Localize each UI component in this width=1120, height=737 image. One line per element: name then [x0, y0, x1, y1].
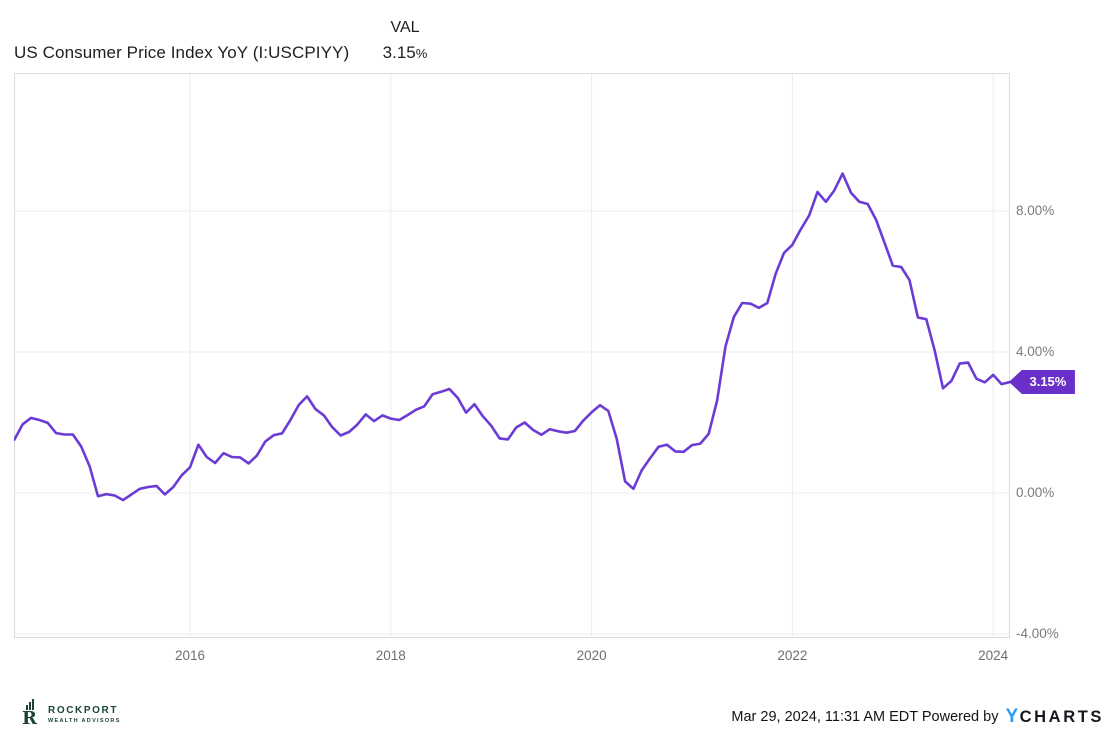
- rockport-r-bars-icon: R: [18, 697, 42, 732]
- x-axis-label: 2020: [576, 648, 607, 663]
- x-axis-label: 2024: [978, 648, 1009, 663]
- val-column: VAL 3.15%: [345, 19, 465, 63]
- rockport-name: ROCKPORT: [48, 705, 119, 716]
- ycharts-logo[interactable]: Y CHARTS: [1005, 706, 1104, 728]
- chart-title: US Consumer Price Index YoY (I:USCPIYY): [14, 43, 350, 62]
- ycharts-y-icon: Y: [1005, 706, 1019, 727]
- last-value-badge: 3.15%: [1008, 369, 1075, 394]
- plot-border: [14, 73, 1010, 638]
- cpi-yoy-series-line: [14, 172, 1010, 502]
- val-current-value: 3.15%: [345, 43, 465, 63]
- val-percent-sign: %: [415, 46, 428, 61]
- x-axis-label: 2016: [174, 648, 206, 663]
- val-column-header: VAL: [390, 19, 420, 36]
- svg-text:R: R: [22, 708, 38, 727]
- y-axis-label: 0.00%: [1016, 485, 1055, 500]
- y-axis-label: -4.00%: [1016, 626, 1059, 641]
- plot-area[interactable]: [14, 73, 1010, 638]
- chart-attribution: Mar 29, 2024, 11:31 AM EDT Powered by Y …: [731, 706, 1104, 728]
- ycharts-wordmark: CHARTS: [1019, 707, 1104, 726]
- val-number: 3.15: [382, 43, 416, 62]
- rockport-logo: R ROCKPORT WEALTH ADVISORS: [18, 697, 121, 732]
- cpi-line-chart-svg: [14, 73, 1010, 638]
- rockport-logo-text: ROCKPORT WEALTH ADVISORS: [48, 705, 121, 724]
- x-axis-label: 2022: [777, 648, 808, 663]
- y-axis-label: 8.00%: [1016, 203, 1055, 218]
- x-axis-label: 2018: [375, 648, 406, 663]
- timestamp-powered-by-text: Mar 29, 2024, 11:31 AM EDT Powered by: [731, 709, 999, 725]
- rockport-subname: WEALTH ADVISORS: [48, 718, 121, 724]
- y-axis-label: 4.00%: [1016, 344, 1055, 359]
